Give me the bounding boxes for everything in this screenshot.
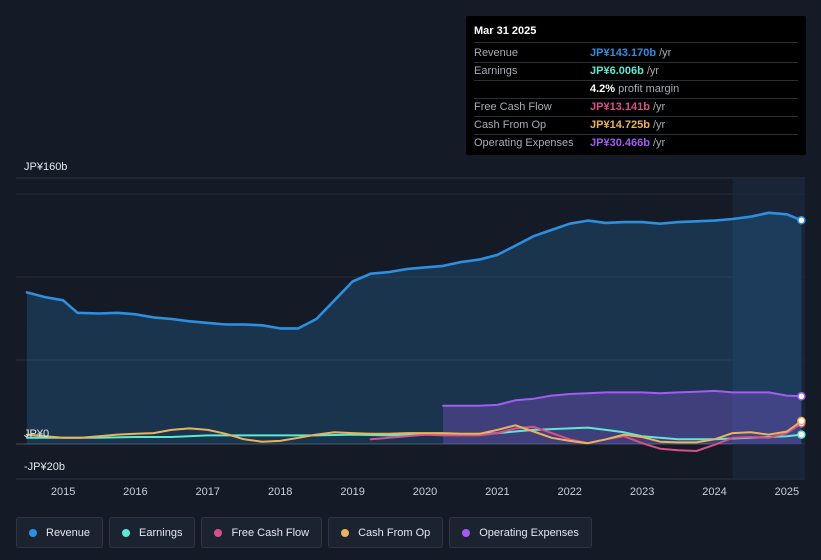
- legend: Revenue Earnings Free Cash Flow Cash Fro…: [16, 517, 592, 548]
- tooltip-row-cfo: Cash From Op JP¥14.725b /yr: [474, 117, 798, 135]
- legend-dot-icon: [462, 528, 471, 537]
- legend-label: Revenue: [46, 526, 91, 539]
- tooltip-row-margin: 4.2% profit margin: [474, 81, 798, 99]
- tooltip-label: Revenue: [474, 47, 519, 59]
- revenue-area: [26, 212, 802, 444]
- legend-item-operating-expenses[interactable]: Operating Expenses: [449, 517, 592, 548]
- legend-label: Cash From Op: [358, 526, 431, 539]
- legend-dot-icon: [214, 528, 223, 537]
- tooltip-label: Operating Expenses: [474, 137, 574, 149]
- operating-expenses-point: [797, 392, 806, 401]
- cash-from-op-line: [25, 420, 803, 445]
- legend-label: Free Cash Flow: [231, 526, 310, 539]
- y-tick-label: JP¥160b: [24, 161, 67, 173]
- tooltip-value: JP¥14.725b: [590, 119, 650, 131]
- x-tick-label: 2021: [485, 486, 509, 498]
- tooltip-value: JP¥30.466b: [590, 137, 650, 149]
- revenue-point: [797, 216, 806, 225]
- legend-item-revenue[interactable]: Revenue: [16, 517, 104, 548]
- legend-label: Earnings: [139, 526, 183, 539]
- x-tick-label: 2018: [268, 486, 292, 498]
- tooltip-date: Mar 31 2025: [474, 24, 798, 43]
- x-tick-label: 2025: [775, 486, 799, 498]
- tooltip-label: Free Cash Flow: [474, 101, 552, 113]
- tooltip: Mar 31 2025 Revenue JP¥143.170b /yr Earn…: [466, 16, 806, 155]
- y-tick-label: JP¥0: [24, 428, 49, 440]
- y-axis-labels: JP¥160b JP¥0 -JP¥20b: [24, 161, 67, 473]
- tooltip-label: Cash From Op: [474, 119, 547, 131]
- tooltip-row-earnings: Earnings JP¥6.006b /yr: [474, 63, 798, 81]
- x-tick-label: 2022: [557, 486, 581, 498]
- tooltip-label: [474, 81, 590, 98]
- tooltip-unit: /yr: [659, 47, 672, 59]
- legend-item-earnings[interactable]: Earnings: [109, 517, 196, 548]
- legend-dot-icon: [122, 528, 131, 537]
- x-tick-label: 2023: [630, 486, 654, 498]
- tooltip-value: 4.2%: [590, 83, 616, 95]
- tooltip-unit: /yr: [652, 119, 666, 131]
- grid: [16, 177, 805, 480]
- x-tick-label: 2016: [123, 486, 147, 498]
- tooltip-row-revenue: Revenue JP¥143.170b /yr: [474, 45, 798, 63]
- x-tick-label: 2024: [702, 486, 726, 498]
- earnings-point: [797, 430, 806, 439]
- tooltip-value: JP¥13.141b: [590, 101, 650, 113]
- series-group: [25, 211, 806, 452]
- x-tick-label: 2020: [413, 486, 437, 498]
- revenue-line: [25, 211, 803, 330]
- legend-item-cash-from-op[interactable]: Cash From Op: [328, 517, 444, 548]
- tooltip-unit: /yr: [646, 65, 660, 77]
- legend-label: Operating Expenses: [479, 526, 579, 539]
- legend-item-free-cash-flow[interactable]: Free Cash Flow: [201, 517, 323, 548]
- x-tick-label: 2019: [340, 486, 364, 498]
- x-axis-labels: 2015 2016 2017 2018 2019 2020 2021 2022 2023 2024…: [51, 486, 799, 498]
- tooltip-unit: /yr: [652, 137, 666, 149]
- legend-dot-icon: [29, 528, 37, 537]
- tooltip-value: JP¥6.006b: [590, 65, 644, 77]
- tooltip-value: JP¥143.170b: [590, 47, 657, 59]
- legend-dot-icon: [341, 528, 350, 537]
- tooltip-unit: profit margin: [618, 83, 680, 95]
- tooltip-row-opex: Operating Expenses JP¥30.466b /yr: [474, 135, 798, 152]
- tooltip-row-fcf: Free Cash Flow JP¥13.141b /yr: [474, 99, 798, 117]
- x-tick-label: 2015: [51, 486, 75, 498]
- y-tick-label: -JP¥20b: [24, 461, 65, 473]
- tooltip-unit: /yr: [652, 101, 666, 113]
- tooltip-label: Earnings: [474, 65, 518, 77]
- cash-from-op-point: [797, 416, 806, 426]
- x-tick-label: 2017: [196, 486, 220, 498]
